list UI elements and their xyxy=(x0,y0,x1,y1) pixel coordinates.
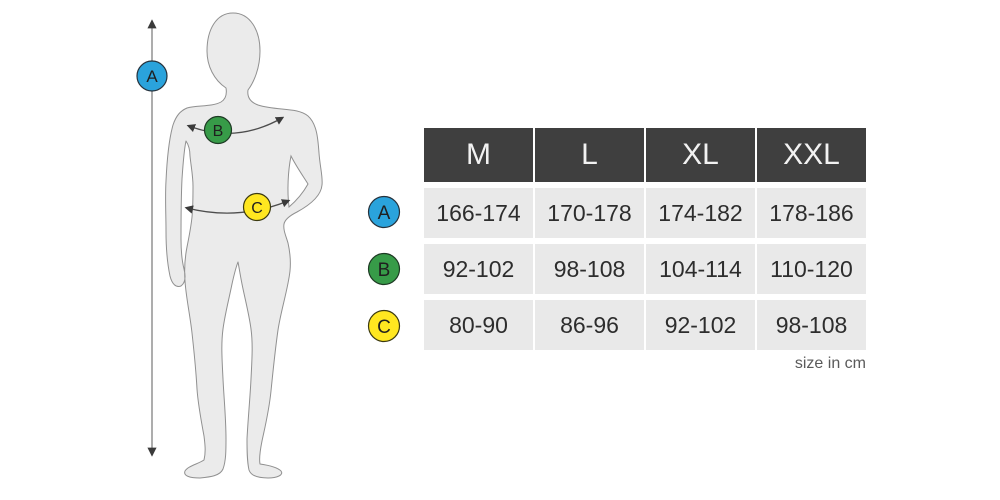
height-cell-m: 166-174 xyxy=(424,188,533,238)
waist-cell-xl: 92-102 xyxy=(646,300,755,350)
size-unit-note: size in cm xyxy=(794,355,866,372)
waist-cell-m: 80-90 xyxy=(424,300,533,350)
height-marker-a: A xyxy=(136,60,168,92)
chest-cell-l: 98-108 xyxy=(535,244,644,294)
height-marker-circle xyxy=(136,60,168,92)
arm-torso-gap xyxy=(287,154,309,208)
chest-arc xyxy=(186,116,285,135)
body-measurement-figure: A B C xyxy=(136,12,323,479)
height-cell-xl: 174-182 xyxy=(646,188,755,238)
size-column-header-xl: XL xyxy=(646,128,755,182)
table-row-badge-c: C xyxy=(367,309,401,343)
table-badge-c-label: C xyxy=(377,317,391,338)
table-badge-a-circle xyxy=(367,195,401,229)
table-badge-b-circle xyxy=(367,252,401,286)
size-table: M L XL XXL 166-174 170-178 174-182 178-1… xyxy=(424,128,866,350)
chest-marker-label: B xyxy=(213,123,224,140)
chest-cell-xl: 104-114 xyxy=(646,244,755,294)
size-column-header-m: M xyxy=(424,128,533,182)
table-row-badge-a: A xyxy=(367,195,401,229)
size-column-header-xxl: XXL xyxy=(757,128,866,182)
table-badge-a-label: A xyxy=(378,203,391,224)
body-silhouette xyxy=(165,12,323,479)
chest-marker-b: B xyxy=(203,115,233,145)
size-column-header-l: L xyxy=(535,128,644,182)
waist-marker-circle xyxy=(242,192,272,222)
waist-marker-label: C xyxy=(251,200,263,217)
height-cell-l: 170-178 xyxy=(535,188,644,238)
table-badge-b-label: B xyxy=(378,260,391,281)
waist-cell-l: 86-96 xyxy=(535,300,644,350)
waist-cell-xxl: 98-108 xyxy=(757,300,866,350)
table-row-badge-b: B xyxy=(367,252,401,286)
waist-arc xyxy=(184,199,291,214)
chest-cell-xxl: 110-120 xyxy=(757,244,866,294)
height-marker-label: A xyxy=(146,67,158,86)
chest-cell-m: 92-102 xyxy=(424,244,533,294)
height-cell-xxl: 178-186 xyxy=(757,188,866,238)
waist-marker-c: C xyxy=(242,192,272,222)
chest-marker-circle xyxy=(203,115,233,145)
table-badge-c-circle xyxy=(367,309,401,343)
